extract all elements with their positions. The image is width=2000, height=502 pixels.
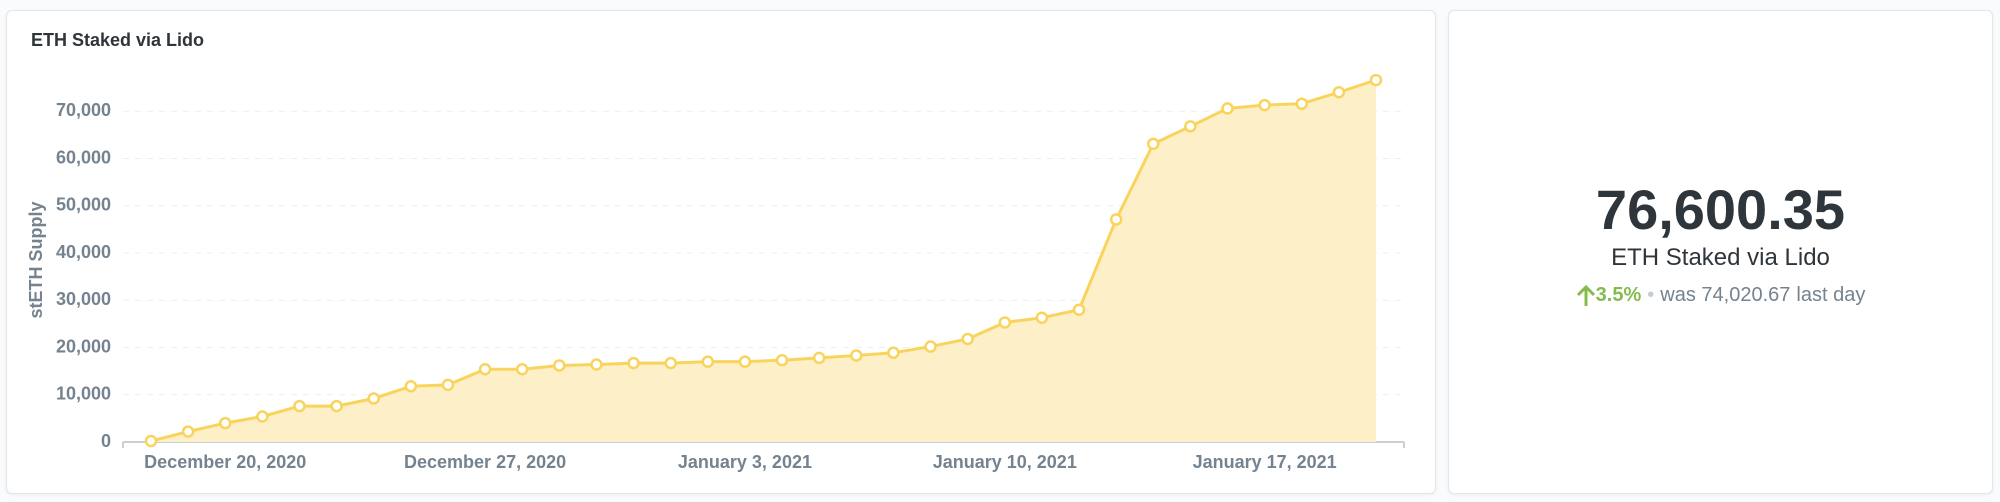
line [150, 78, 1377, 443]
data-point [701, 355, 715, 368]
data-point [553, 359, 566, 372]
data-point [1369, 73, 1383, 87]
data-point [924, 340, 937, 353]
data-point [1221, 102, 1234, 115]
data-point [1147, 137, 1160, 151]
period: last day [1796, 284, 1866, 306]
y-tick-label: 40,000 [56, 242, 111, 262]
data-point [664, 356, 677, 370]
data-point [590, 358, 603, 371]
summary-card: 76,600.35 ETH Staked via Lido 3.5% • was… [1448, 10, 1993, 494]
data-point [1295, 97, 1309, 110]
chart-card: ETH Staked via Lido stETH Supply 0 10,000… [6, 10, 1436, 494]
summary-value: 76,600.35 [1595, 177, 1846, 241]
x-tick-label: December 20, 2020 [144, 452, 306, 472]
data-point [181, 425, 195, 438]
change-value: 3.5% [1595, 284, 1642, 306]
data-point [961, 332, 974, 346]
data-point [144, 434, 158, 448]
summary-title: ETH Staked via Lido [1611, 243, 1830, 271]
data-point [441, 378, 455, 392]
y-tick-label: 30,000 [56, 289, 111, 309]
x-tick-label: December 27, 2020 [404, 452, 566, 472]
data-point [1332, 86, 1346, 99]
chart: ETH Staked via Lido stETH Supply 0 10,000… [26, 30, 1405, 472]
data-point [1035, 311, 1049, 324]
x-tick-label: January 3, 2021 [678, 452, 812, 472]
data-point [887, 346, 900, 359]
y-axis-title: stETH Supply [26, 201, 46, 318]
chart-title: ETH Staked via Lido [31, 30, 204, 50]
area-fill [151, 80, 1376, 442]
data-point [1109, 213, 1123, 226]
y-tick-label: 20,000 [56, 336, 111, 356]
data-point [812, 351, 826, 365]
x-tick-label: January 10, 2021 [933, 452, 1077, 472]
data-point [330, 399, 343, 413]
data-point [218, 416, 232, 430]
change: 3.5% [1576, 284, 1642, 308]
data-point [1072, 303, 1086, 316]
data-point [1258, 98, 1271, 112]
data-point [293, 399, 306, 413]
x-tick-label: January 17, 2021 [1193, 452, 1337, 472]
data-point [256, 410, 269, 423]
data-point [515, 362, 529, 376]
y-tick-label: 50,000 [56, 195, 111, 215]
y-tick-label: 10,000 [56, 384, 111, 404]
data-point [775, 354, 789, 367]
y-tick-label: 60,000 [56, 147, 111, 167]
previous-value: was 74,020.67 [1660, 284, 1791, 306]
data-point [627, 356, 640, 370]
y-tick-label: 70,000 [56, 100, 111, 120]
data-point [1184, 120, 1197, 133]
data-point [404, 379, 418, 393]
summary-change-row: 3.5% • was 74,020.67 last day [1576, 284, 1866, 308]
up-arrow-icon [1576, 284, 1595, 306]
separator: • [1647, 284, 1655, 306]
data-point [738, 355, 752, 368]
y-tick-label: 0 [101, 431, 111, 451]
data-point [998, 316, 1012, 329]
data-point [367, 392, 380, 405]
data-point [478, 362, 492, 376]
data-point [850, 349, 863, 362]
